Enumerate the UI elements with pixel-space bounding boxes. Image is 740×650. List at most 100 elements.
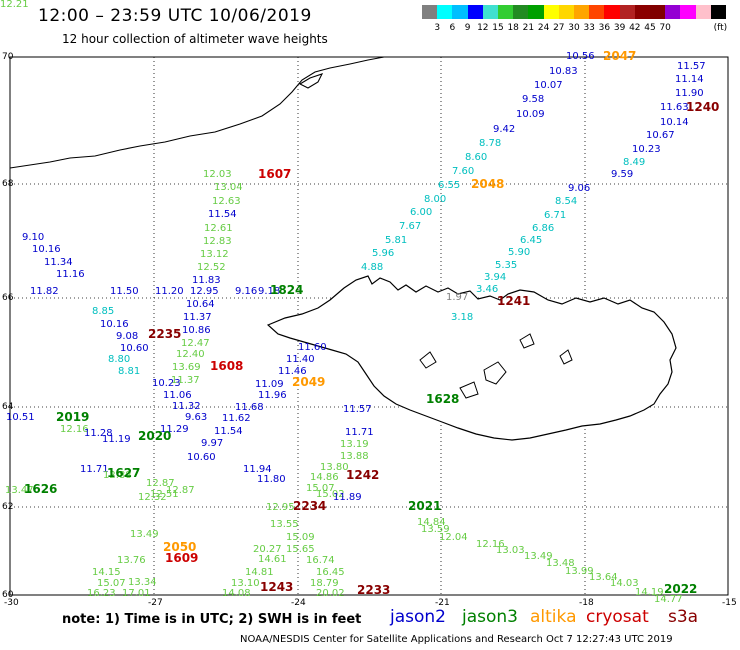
lat-label: 70 [2, 52, 14, 62]
pass-time-label: 1607 [258, 167, 292, 181]
wave-height-label: 3.18 [451, 312, 474, 323]
scale-tick-label: 36 [598, 23, 611, 33]
scale-tick-label: 18 [507, 23, 519, 33]
wave-height-label: 5.35 [495, 260, 518, 271]
wave-height-label: 13.34 [128, 577, 157, 588]
wave-height-label: 11.89 [333, 492, 362, 503]
scale-swatch [498, 5, 514, 19]
scale-tick-label: 21 [522, 23, 535, 33]
pass-time-label: 2022 [664, 582, 698, 596]
wave-height-label: 14.86 [310, 472, 339, 483]
wave-height-label: 4.88 [361, 262, 384, 273]
wave-height-label: 18.79 [310, 578, 339, 589]
pass-time-label: 2235 [148, 327, 182, 341]
wave-height-label: 13.76 [117, 555, 146, 566]
wave-height-label: 8.81 [118, 366, 141, 377]
wave-height-label: 14.84 [417, 517, 446, 528]
wave-height-label: 9.97 [201, 438, 224, 449]
pass-time-label: 2050 [163, 540, 197, 554]
wave-height-label: 9.59 [611, 169, 634, 180]
wave-height-label: 3.46 [476, 284, 499, 295]
wave-height-label: 8.85 [92, 306, 115, 317]
lon-label: -30 [4, 598, 19, 608]
scale-tick-label: (ft) [713, 23, 728, 33]
wave-height-label: 14.08 [222, 588, 251, 599]
legend-note: note: 1) Time is in UTC; 2) SWH is in fe… [62, 612, 362, 627]
scale-swatch [665, 5, 681, 19]
wave-height-label: 11.82 [30, 286, 59, 297]
lat-label: 66 [2, 293, 14, 303]
wave-height-label: 12.87 [166, 485, 195, 496]
wave-height-label: 13.12 [200, 249, 229, 260]
scale-swatch [543, 5, 560, 19]
legend-item-jason3: jason3 [462, 607, 518, 627]
wave-height-label: 8.60 [465, 152, 488, 163]
scale-tick-label: 39 [613, 23, 626, 33]
wave-height-label: 9.16 [235, 286, 258, 297]
wave-height-label: 8.49 [623, 157, 646, 168]
map-title: 12:00 – 23:59 UTC 10/06/2019 [38, 6, 312, 26]
wave-height-label: 11.68 [235, 402, 264, 413]
pass-time-label: 1628 [426, 392, 460, 406]
lat-label: 68 [2, 179, 14, 189]
wave-height-label: 11.37 [183, 312, 212, 323]
wave-height-label: 12.52 [197, 262, 226, 273]
wave-height-label: 9.06 [568, 183, 591, 194]
pass-time-label: 2048 [471, 177, 505, 191]
scale-swatch [634, 5, 651, 19]
wave-height-label: 11.19 [102, 434, 131, 445]
wave-height-label: 16.23 [87, 588, 116, 599]
scale-tick-label: 70 [659, 23, 671, 33]
wave-height-label: 12.32 [138, 492, 167, 503]
wave-height-label: 10.14 [660, 117, 689, 128]
wave-height-label: 15.07 [306, 483, 335, 494]
wave-height-label: 11.40 [286, 354, 315, 365]
wave-height-label: 12.40 [176, 349, 205, 360]
wave-height-label: 11.20 [155, 286, 184, 297]
wave-height-label: 20.02 [316, 588, 345, 599]
scale-swatch [467, 5, 484, 19]
wave-height-label: 12.88 [103, 470, 132, 481]
wave-height-label: 12.63 [212, 196, 241, 207]
scale-tick-label: 15 [492, 23, 504, 33]
wave-height-label: 11.28 [84, 428, 113, 439]
wave-height-label: 8.80 [108, 354, 131, 365]
wave-height-label: 14.81 [245, 567, 274, 578]
scale-tick-label: 45 [644, 23, 656, 33]
wave-height-label: 6.71 [544, 210, 567, 221]
pass-time-label: 1609 [165, 551, 199, 565]
wave-height-label: 12.47 [181, 338, 210, 349]
scale-swatch [574, 5, 590, 19]
scale-swatch [452, 5, 469, 19]
wave-height-label: 11.46 [278, 366, 307, 377]
wave-height-label: 6.86 [532, 223, 555, 234]
wave-height-label: 10.09 [516, 109, 545, 120]
wave-height-label: 15.02 [316, 489, 345, 500]
wave-height-label: 11.80 [257, 474, 286, 485]
wave-height-label: 11.54 [208, 209, 237, 220]
wave-height-label: 13.80 [320, 462, 349, 473]
wave-height-label: 11.32 [172, 401, 201, 412]
wave-height-label: 10.83 [549, 66, 578, 77]
wave-height-label: 13.69 [172, 362, 201, 373]
wave-height-label: 12.95 [190, 286, 219, 297]
credit-line: NOAA/NESDIS Center for Satellite Applica… [240, 634, 673, 645]
pass-time-label: 1608 [210, 359, 244, 373]
pass-time-label: 1824 [270, 283, 304, 297]
wave-height-label: 11.71 [80, 464, 109, 475]
scale-swatch [513, 5, 529, 19]
scale-swatch [589, 5, 605, 19]
wave-height-label: 11.57 [343, 404, 372, 415]
scale-tick-label: 12 [477, 23, 489, 33]
pass-time-label: 1626 [24, 482, 58, 496]
pass-time-label: 2047 [603, 49, 637, 63]
wave-height-label: 1.97 [446, 292, 469, 303]
wave-height-label: 15.09 [286, 532, 315, 543]
wave-height-label: 8.78 [479, 138, 502, 149]
wave-height-label: 10.60 [187, 452, 216, 463]
wave-height-label: 7.60 [452, 166, 475, 177]
scale-swatch [482, 5, 499, 19]
wave-height-label: 13.55 [270, 519, 299, 530]
greenland-coastline [9, 56, 385, 169]
lon-label: -27 [148, 598, 163, 608]
